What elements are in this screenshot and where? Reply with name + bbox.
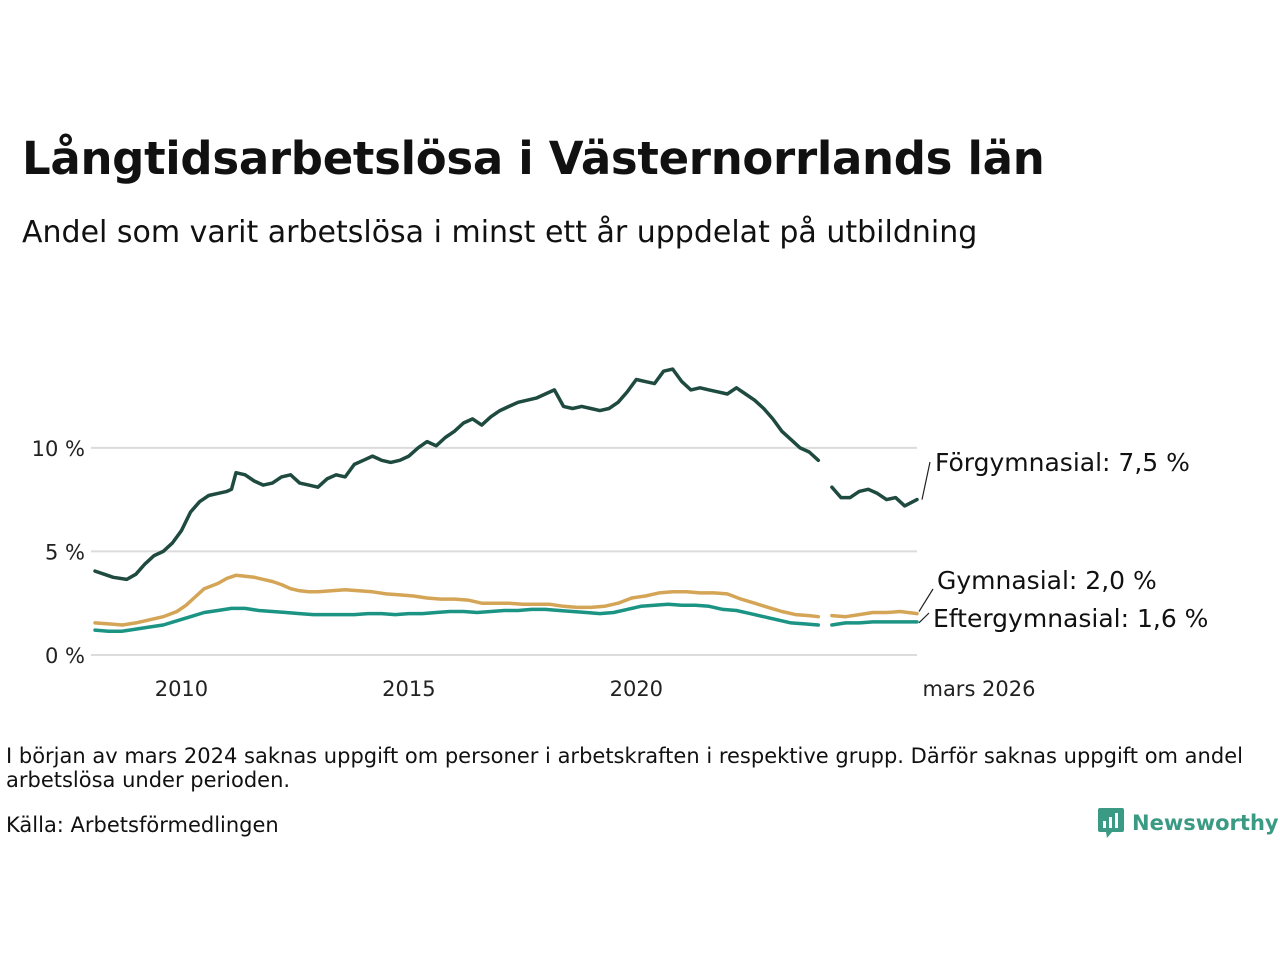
series-line-gymnasial bbox=[93, 573, 821, 627]
series-line-gymnasial bbox=[830, 609, 919, 619]
series-line-eftergymnasial bbox=[830, 620, 919, 627]
x-tick-label: mars 2026 bbox=[922, 677, 1035, 701]
bar-chart-logo-icon bbox=[1098, 808, 1124, 838]
chart-subtitle: Andel som varit arbetslösa i minst ett å… bbox=[22, 215, 978, 250]
y-tick-label: 0 % bbox=[45, 644, 85, 668]
brand-name: Newsworthy bbox=[1132, 811, 1279, 835]
newsworthy-brand: Newsworthy bbox=[1098, 808, 1279, 838]
series-line-förgymnasial bbox=[93, 367, 821, 582]
source-note: Källa: Arbetsförmedlingen bbox=[6, 813, 279, 837]
series-label-leader bbox=[918, 612, 930, 624]
x-tick-label: 2010 bbox=[155, 677, 208, 701]
series-end-label: Förgymnasial: 7,5 % bbox=[935, 448, 1190, 477]
series-end-label: Gymnasial: 2,0 % bbox=[937, 566, 1157, 595]
series-label-leader bbox=[918, 588, 934, 612]
y-tick-label: 5 % bbox=[45, 540, 85, 564]
line-chart: 0 % 5 % 10 % 2010 2015 2020 mars 2026 Förgymnas… bbox=[32, 367, 1208, 701]
chart-title: Långtidsarbetslösa i Västernorrlands län bbox=[22, 132, 1045, 185]
x-tick-label: 2015 bbox=[382, 677, 435, 701]
series-end-label: Eftergymnasial: 1,6 % bbox=[933, 604, 1208, 633]
x-tick-label: 2020 bbox=[610, 677, 663, 701]
footnote: I början av mars 2024 saknas uppgift om … bbox=[6, 744, 1243, 792]
series-line-eftergymnasial bbox=[93, 602, 821, 633]
series-label-leader bbox=[921, 461, 931, 500]
y-tick-label: 10 % bbox=[32, 437, 85, 461]
series-line-förgymnasial bbox=[830, 485, 919, 508]
